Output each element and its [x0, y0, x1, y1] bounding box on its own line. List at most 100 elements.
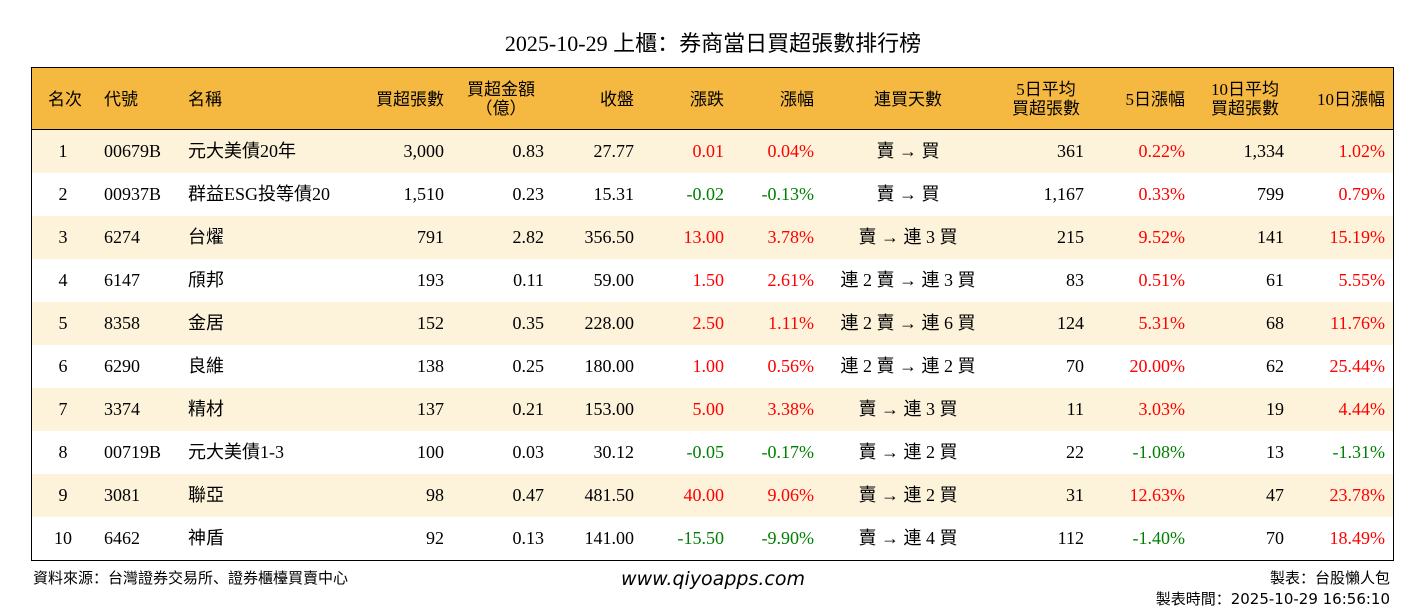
cell: 361	[1057, 141, 1084, 161]
cell: 1.50	[692, 270, 725, 290]
cell: 2.61%	[767, 270, 815, 290]
row: 8 00719B 元大美債1-3 100 0.03 30.12 -0.05 -0.17% 賣 →…	[32, 431, 1393, 474]
row: 7 3374 精材 137 0.21 153.00 5.00 3.38% 賣 → 連 3 買 11…	[32, 388, 1393, 431]
cell: -0.02	[686, 184, 725, 204]
cell: 0.13	[512, 528, 545, 548]
cell: -0.13%	[761, 184, 815, 204]
cell: 0.11	[513, 270, 544, 290]
cell: 791	[417, 227, 444, 247]
cell: 98	[426, 485, 444, 505]
cell: -0.05	[686, 442, 725, 462]
cell: 12.63%	[1129, 485, 1186, 505]
cell: 2.50	[692, 313, 725, 333]
cell: 2.82	[512, 227, 545, 247]
cell: 連 2 賣 → 連 2 買	[840, 356, 976, 376]
header-cell: 買超金額 （億）	[401, 80, 601, 118]
cell: 4	[58, 270, 68, 290]
cell: 群益ESG投等債20	[188, 184, 331, 204]
cell: 15.19%	[1329, 227, 1386, 247]
cell: 1.11%	[768, 313, 814, 333]
cell: 9.52%	[1138, 227, 1186, 247]
cell: 13	[1266, 442, 1284, 462]
cell: 1,334	[1243, 141, 1285, 161]
cell: 68	[1266, 313, 1284, 333]
cell: 138	[417, 356, 444, 376]
cell: 6147	[104, 270, 140, 290]
cell: 0.22%	[1138, 141, 1186, 161]
cell: 215	[1057, 227, 1084, 247]
cell: -1.08%	[1132, 442, 1186, 462]
cell: 0.21	[512, 399, 545, 419]
row: 1 00679B 元大美債20年 3,000 0.83 27.77 0.01 0.04% 賣 →…	[32, 130, 1393, 173]
cell: 0.01	[692, 141, 725, 161]
header-line: 買超張數	[1211, 99, 1279, 118]
cell: 賣 → 連 4 買	[858, 528, 958, 548]
cell: 3.38%	[767, 399, 815, 419]
cell: 0.51%	[1138, 270, 1186, 290]
header-line: 10日平均	[1211, 80, 1279, 99]
cell: 台燿	[188, 227, 224, 247]
cell: -15.50	[677, 528, 725, 548]
header-cell: 漲幅	[780, 90, 814, 109]
header-cell: 10日平均 買超張數	[1145, 80, 1345, 118]
cell: 0.33%	[1138, 184, 1186, 204]
cell: 193	[417, 270, 444, 290]
header-line: 買超金額	[467, 80, 535, 99]
cell: 11	[1066, 399, 1084, 419]
header-line: 收盤	[600, 89, 634, 109]
cell: 30.12	[593, 442, 635, 462]
cell: 1	[58, 141, 68, 161]
cell: 13.00	[683, 227, 725, 247]
cell: 賣 → 買	[876, 141, 940, 161]
header-line: 5日平均	[1016, 80, 1076, 99]
cell: 賣 → 買	[876, 184, 940, 204]
header-line: （億）	[475, 99, 527, 118]
row: 9 3081 聯亞 98 0.47 481.50 40.00 9.06% 賣 → 連 2 買 31…	[32, 474, 1393, 517]
cell: 59.00	[593, 270, 635, 290]
cell: 0.56%	[767, 356, 815, 376]
cell: 61	[1266, 270, 1284, 290]
cell: 8358	[104, 313, 140, 333]
site: www.qiyoapps.com	[621, 568, 805, 590]
cell: 0.03	[512, 442, 545, 462]
cell: 5.31%	[1138, 313, 1186, 333]
cell: 3,000	[403, 141, 445, 161]
cell: 0.83	[512, 141, 545, 161]
header-cell: 代號	[104, 90, 138, 109]
cell: 元大美債20年	[188, 141, 296, 161]
cell: 9.06%	[767, 485, 815, 505]
cell: 47	[1266, 485, 1284, 505]
row: 4 6147 頎邦 193 0.11 59.00 1.50 2.61% 連 2 賣 → 連 3 …	[32, 259, 1393, 302]
header-cell: 5日平均 買超張數	[946, 80, 1146, 118]
cell: 20.00%	[1129, 356, 1186, 376]
header-line: 10日漲幅	[1317, 89, 1385, 109]
cell: 4.44%	[1338, 399, 1386, 419]
cell: 356.50	[584, 227, 635, 247]
row: 3 6274 台燿 791 2.82 356.50 13.00 3.78% 賣 → 連 3 買 2…	[32, 216, 1393, 259]
cell: 27.77	[593, 141, 635, 161]
cell: 112	[1057, 528, 1084, 548]
cell: 1.00	[692, 356, 725, 376]
cell: 賣 → 連 3 買	[858, 399, 958, 419]
header-cell: 買超張數	[376, 90, 444, 109]
header-cell: 名次	[32, 89, 165, 109]
row: 2 00937B 群益ESG投等債20 1,510 0.23 15.31 -0.02 -0.1…	[32, 173, 1393, 216]
cell: -9.90%	[761, 528, 815, 548]
header-line: 名次	[48, 89, 82, 109]
cell: 62	[1266, 356, 1284, 376]
cell: 23.78%	[1329, 485, 1386, 505]
cell: 神盾	[188, 528, 224, 548]
cell: 賣 → 連 3 買	[858, 227, 958, 247]
cell: 3.03%	[1138, 399, 1186, 419]
cell: 25.44%	[1329, 356, 1386, 376]
cell: 0.79%	[1338, 184, 1386, 204]
cell: 5	[58, 313, 68, 333]
header-line: 5日漲幅	[1125, 89, 1186, 109]
cell: 良維	[188, 356, 224, 376]
cell: 頎邦	[188, 270, 224, 290]
cell: 70	[1066, 356, 1084, 376]
cell: 元大美債1-3	[188, 442, 284, 462]
cell: 聯亞	[188, 485, 224, 505]
header-cell: 收盤	[600, 90, 634, 109]
header-line: 買超張數	[376, 89, 444, 109]
